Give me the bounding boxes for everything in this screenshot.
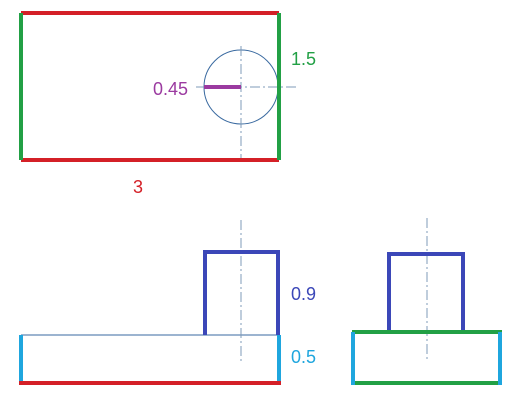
front-view-boss-outline [203, 250, 280, 335]
top-view: 0.45 1.5 3 [19, 11, 316, 197]
hole-radius-label: 0.45 [153, 79, 188, 99]
width-label: 1.5 [291, 49, 316, 69]
base-height-label: 0.5 [291, 347, 316, 367]
length-label: 3 [133, 177, 143, 197]
side-view [351, 218, 502, 385]
boss-height-label: 0.9 [291, 284, 316, 304]
side-view-boss-outline [387, 252, 465, 332]
front-view: 0.9 0.5 [19, 220, 316, 385]
